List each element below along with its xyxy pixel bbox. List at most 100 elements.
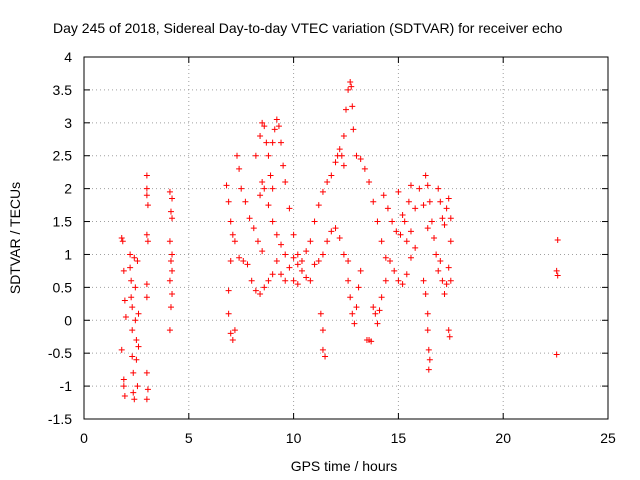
data-point [265, 277, 272, 284]
y-tick-label: 0 [64, 312, 72, 328]
data-point [252, 287, 259, 294]
data-point [303, 248, 310, 255]
data-point [405, 198, 412, 205]
data-point [143, 192, 150, 199]
data-point [328, 172, 335, 179]
data-point [267, 172, 274, 179]
data-point [443, 205, 450, 212]
data-point [311, 218, 318, 225]
data-point [120, 383, 127, 390]
data-point [307, 238, 314, 245]
data-point [338, 152, 345, 159]
data-point [134, 258, 141, 265]
data-point [340, 162, 347, 169]
data-point [269, 139, 276, 146]
data-point [134, 383, 141, 390]
data-point [416, 185, 423, 192]
data-point [366, 179, 373, 186]
chart-title: Day 245 of 2018, Sidereal Day-to-day VTE… [53, 20, 563, 36]
data-point [382, 277, 389, 284]
data-point [229, 337, 236, 344]
data-point [238, 185, 245, 192]
data-point [271, 126, 278, 133]
data-point [240, 258, 247, 265]
data-point [395, 188, 402, 195]
data-point [169, 290, 176, 297]
y-tick-label: 3 [64, 115, 72, 131]
data-point [399, 211, 406, 218]
data-point [254, 238, 261, 245]
data-point [403, 238, 410, 245]
data-point [259, 248, 266, 255]
data-point [128, 294, 135, 301]
data-point [445, 327, 452, 334]
data-point [374, 218, 381, 225]
data-point [248, 277, 255, 284]
data-point [227, 258, 234, 265]
data-point [361, 165, 368, 172]
data-point [236, 165, 243, 172]
y-axis-ticks: -1.5 -1 -0.5 0 0.5 1 1.5 2 2.5 3 3.5 4 [48, 49, 608, 427]
data-point [439, 215, 446, 222]
plot-frame [83, 56, 609, 420]
data-point [426, 198, 433, 205]
data-point [225, 310, 232, 317]
data-point [273, 258, 280, 265]
y-tick-label: 4 [64, 49, 72, 65]
data-point [376, 307, 383, 314]
data-point [143, 185, 150, 192]
data-point [167, 258, 174, 265]
data-point [378, 238, 385, 245]
data-point [122, 313, 129, 320]
y-tick-label: -1 [60, 378, 73, 394]
data-point [348, 83, 355, 90]
data-point [407, 182, 414, 189]
data-point [422, 290, 429, 297]
data-point [370, 198, 377, 205]
data-point [269, 218, 276, 225]
data-points [118, 79, 561, 403]
data-point [236, 254, 243, 261]
data-point [319, 188, 326, 195]
data-point [135, 343, 142, 350]
x-tick-label: 15 [391, 430, 407, 446]
data-point [261, 284, 268, 291]
data-point [120, 376, 127, 383]
data-point [324, 238, 331, 245]
data-point [553, 351, 560, 358]
y-tick-label: 0.5 [53, 279, 73, 295]
data-point [437, 258, 444, 265]
y-tick-label: 2.5 [53, 148, 73, 164]
data-point [349, 310, 356, 317]
data-point [223, 182, 230, 189]
data-point [166, 238, 173, 245]
data-point [322, 353, 329, 360]
data-point [349, 103, 356, 110]
data-point [242, 198, 249, 205]
data-point [439, 277, 446, 284]
data-point [391, 267, 398, 274]
data-point [424, 225, 431, 232]
data-point [143, 396, 150, 403]
data-point [350, 126, 357, 133]
data-point [433, 251, 440, 258]
y-tick-label: 1 [64, 246, 72, 262]
data-point [130, 389, 137, 396]
data-point [282, 251, 289, 258]
data-point [257, 132, 264, 139]
data-point [347, 79, 354, 86]
data-point [374, 320, 381, 327]
data-point [132, 317, 139, 324]
y-axis-label: SDTVAR / TECUs [7, 182, 23, 294]
data-point [382, 254, 389, 261]
x-axis-label: GPS time / hours [291, 458, 398, 474]
data-point [169, 251, 176, 258]
data-point [261, 123, 268, 130]
data-point [294, 261, 301, 268]
data-point [420, 202, 427, 209]
data-point [347, 294, 354, 301]
data-point [121, 297, 128, 304]
data-point [407, 228, 414, 235]
y-tick-label: 1.5 [53, 214, 73, 230]
